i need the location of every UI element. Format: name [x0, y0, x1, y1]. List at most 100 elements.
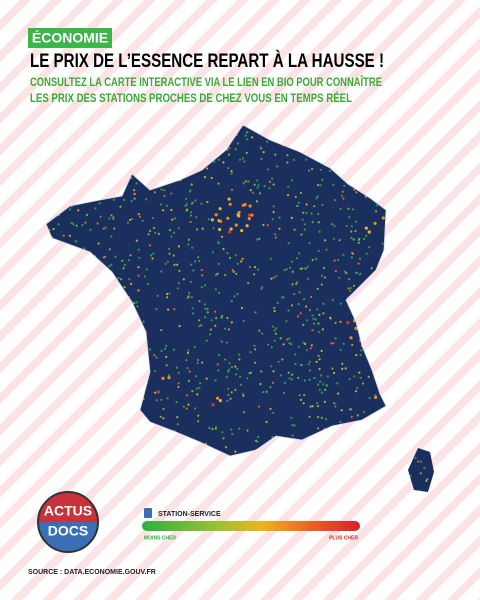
station-dot [349, 287, 352, 290]
station-dot [54, 443, 57, 446]
station-dot [403, 152, 406, 155]
station-dot [414, 190, 417, 193]
station-dot [230, 188, 234, 191]
station-dot [231, 433, 234, 436]
station-dot [59, 253, 62, 256]
station-dot [99, 215, 102, 218]
station-dot [227, 167, 230, 170]
station-dot [189, 456, 192, 459]
station-dot [125, 373, 128, 376]
station-dot [376, 204, 379, 207]
station-dot [306, 265, 309, 268]
station-dot [436, 171, 438, 173]
station-dot [344, 125, 347, 126]
station-dot [191, 159, 194, 162]
station-dot [357, 426, 360, 429]
station-dot [171, 163, 174, 166]
station-dot [247, 180, 250, 183]
station-dot [414, 280, 417, 283]
station-dot [125, 441, 128, 444]
station-dot [178, 325, 181, 328]
station-dot [114, 255, 117, 258]
station-dot [272, 183, 275, 186]
station-dot [215, 317, 218, 320]
station-dot [114, 175, 117, 178]
station-dot [382, 450, 385, 453]
station-dot [65, 470, 68, 473]
station-dot [426, 292, 429, 295]
station-dot [296, 204, 299, 208]
station-dot [210, 319, 213, 322]
map [42, 125, 438, 495]
station-dot [239, 375, 242, 378]
station-dot [410, 125, 413, 127]
station-dot [84, 221, 87, 224]
station-dot [113, 309, 116, 312]
station-dot [274, 236, 277, 239]
station-dot [128, 278, 131, 281]
station-dot [105, 456, 108, 459]
station-dot [175, 401, 178, 404]
station-dot [104, 226, 107, 229]
station-dot [137, 213, 140, 216]
station-dot [419, 472, 422, 475]
station-dot [247, 213, 252, 217]
station-dot [345, 272, 348, 275]
station-dot [384, 455, 387, 458]
station-dot [196, 169, 199, 172]
station-dot [42, 372, 44, 374]
station-dot [166, 292, 169, 296]
station-dot [344, 166, 348, 169]
station-dot [354, 220, 357, 223]
station-dot [168, 292, 171, 295]
station-dot [88, 432, 91, 435]
station-dot [140, 172, 143, 175]
station-dot [395, 363, 398, 366]
station-dot [263, 185, 266, 188]
station-dot [42, 315, 44, 317]
station-dot [380, 307, 383, 310]
station-dot [156, 390, 160, 394]
station-dot [358, 273, 361, 276]
station-dot [291, 373, 294, 376]
station-dot [333, 402, 336, 405]
station-dot [283, 381, 286, 385]
station-dot [349, 408, 353, 411]
station-dot [253, 183, 256, 186]
station-dot [54, 275, 58, 278]
station-dot [114, 130, 117, 134]
station-dot [347, 287, 350, 290]
station-dot [109, 451, 112, 454]
station-dot [157, 483, 160, 486]
station-dot [349, 134, 353, 138]
logo-text: ACTUS [44, 503, 92, 519]
station-dot [299, 459, 302, 462]
station-dot [286, 154, 289, 157]
station-dot [303, 393, 306, 397]
station-dot [411, 406, 415, 409]
station-dot [390, 142, 393, 145]
station-dot [381, 216, 385, 220]
station-dot [257, 491, 260, 492]
station-dot [359, 493, 361, 495]
station-dot [355, 354, 358, 357]
station-dot [55, 393, 58, 396]
station-dot [427, 395, 430, 398]
station-dot [373, 476, 376, 479]
station-dot [273, 329, 276, 332]
station-dot [198, 300, 201, 303]
station-dot [327, 134, 330, 137]
station-dot [147, 233, 150, 236]
station-dot [142, 156, 145, 159]
station-dot [168, 136, 171, 139]
station-dot [237, 210, 241, 215]
station-dot [46, 149, 47, 152]
station-dot [433, 455, 434, 458]
station-dot [333, 224, 336, 227]
station-dot [128, 457, 131, 461]
station-dot [293, 228, 296, 231]
station-dot [83, 247, 86, 250]
station-dot [108, 248, 111, 251]
station-dot [55, 413, 58, 416]
